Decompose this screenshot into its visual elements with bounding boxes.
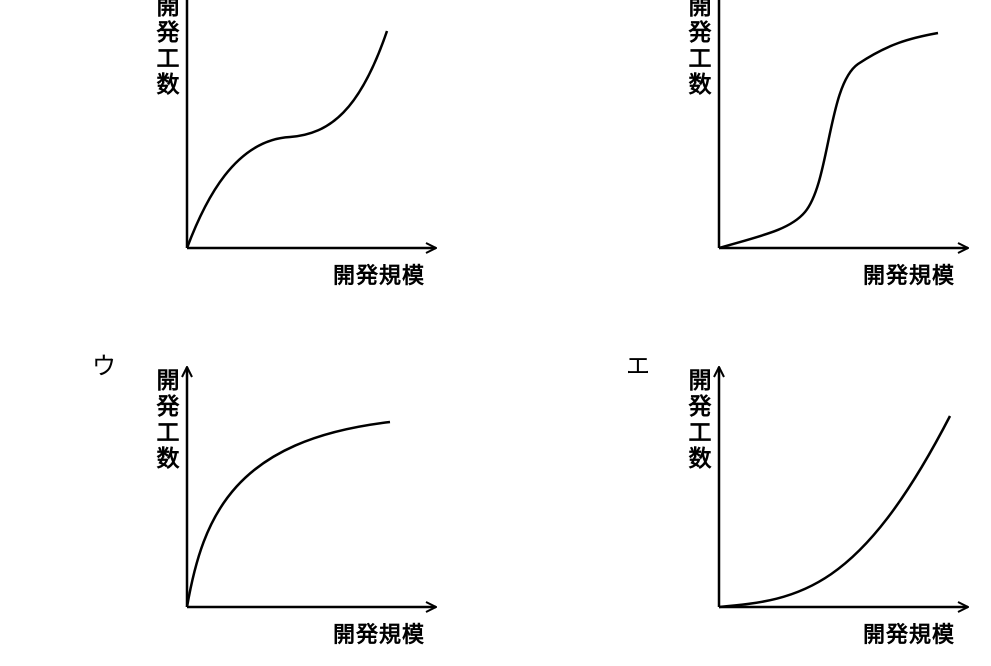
x-label: 開発規模 [333, 264, 425, 289]
x-label: 開発規模 [333, 623, 425, 648]
panel: 開発工数 開発規模 [152, 0, 436, 289]
y-label: 開発工数 [152, 0, 181, 98]
curve [718, 31, 939, 250]
option-letter: ウ [92, 352, 116, 380]
x-label: 開発規模 [863, 264, 955, 289]
y-label: 開発工数 [152, 368, 181, 472]
panel: ウ 開発工数 開発規模 [92, 352, 436, 648]
curve [718, 415, 952, 609]
panel: エ 開発工数 開発規模 [626, 352, 968, 648]
option-letter: エ [626, 352, 650, 380]
curve [185, 420, 391, 608]
panel: 開発工数 開発規模 [684, 0, 968, 289]
y-label: 開発工数 [684, 368, 713, 472]
x-label: 開発規模 [863, 623, 955, 648]
curve [185, 30, 389, 249]
y-label: 開発工数 [684, 0, 713, 98]
